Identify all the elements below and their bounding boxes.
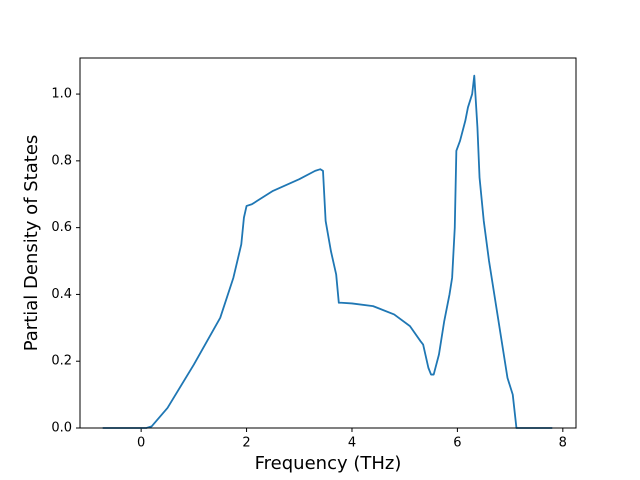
x-tick-label: 8 <box>559 436 567 451</box>
y-axis-label: Partial Density of States <box>21 135 42 352</box>
y-tick-label: 0.8 <box>51 153 72 168</box>
x-tick-label: 4 <box>348 436 356 451</box>
x-axis-label: Frequency (THz) <box>255 453 402 474</box>
data-line <box>102 74 553 429</box>
x-tick-label: 6 <box>453 436 461 451</box>
plot-frame <box>79 57 577 429</box>
y-tick-label: 1.0 <box>51 87 72 102</box>
y-tick-label: 0.4 <box>51 287 72 302</box>
y-tick-label: 0.6 <box>51 220 72 235</box>
x-tick-label: 2 <box>242 436 250 451</box>
x-tick-label: 0 <box>137 436 145 451</box>
y-tick-label: 0.2 <box>51 354 72 369</box>
y-tick-label: 0.0 <box>51 421 72 436</box>
